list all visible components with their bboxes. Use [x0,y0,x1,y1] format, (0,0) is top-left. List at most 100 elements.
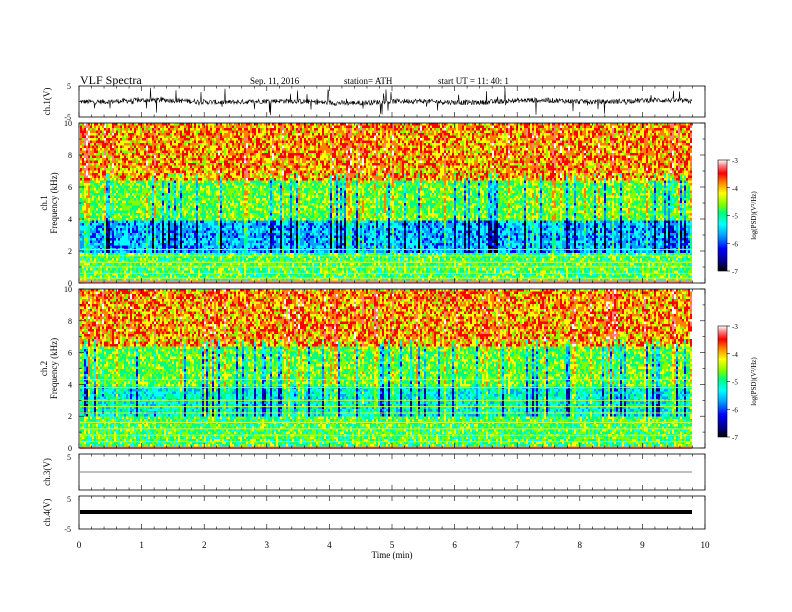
ch1-spectrogram-cell [178,171,180,174]
ch1-spectrogram-cell [90,143,92,146]
ch1-spectrogram-cell [122,201,124,204]
ch1-spectrogram-cell [128,218,130,221]
ch1-spectrogram-cell [180,251,182,254]
ch1-spectrogram-cell [120,218,122,221]
ch1-spectrogram-cell [102,271,104,274]
ch1-spectrogram-cell [108,178,110,181]
ch1-spectrogram-cell [134,151,136,154]
ch1-spectrogram-cell [154,188,156,191]
ch1-spectrogram-cell [90,171,92,174]
ch1-spectrogram-cell [180,276,182,279]
ch1-spectrogram-cell [112,161,114,164]
ch1-spectrogram-cell [130,206,132,209]
ch1-spectrogram-cell [94,258,96,261]
ch1-spectrogram-cell [148,251,150,254]
ch1-spectrogram-cell [100,178,102,181]
ch1-spectrogram-cell [128,236,130,239]
ch1-spectrogram-cell [154,241,156,244]
ch1-spectrogram-cell [174,193,176,196]
ch1-spectrogram-cell [94,166,96,169]
ch1-spectrogram-cell [104,136,106,139]
ch1-spectrogram-cell [186,208,188,211]
ch1-spectrogram-cell [86,276,88,279]
ch1-spectrogram-cell [114,183,116,186]
ch1-spectrogram-cell [92,268,94,271]
ch1-spectrogram-cell [184,128,186,131]
ch1-spectrogram-cell [106,223,108,226]
ch1-spectrogram-cell [164,168,166,171]
ch1-spectrogram-cell [88,211,90,214]
ch1-spectrogram-cell [118,156,120,159]
ch1-spectrogram-cell [112,228,114,231]
ch1-spectrogram-cell [120,208,122,211]
ch1-spectrogram-cell [132,271,134,274]
ch1-spectrogram-cell [118,263,120,266]
ch1-spectrogram-cell [92,171,94,174]
ch1-spectrogram-cell [124,226,126,229]
ch1-spectrogram-cell [114,268,116,271]
ch1-spectrogram-cell [144,163,146,166]
ch1-spectrogram-cell [124,198,126,201]
ch1-spectrogram-cell [156,211,158,214]
ch1-spectrogram-cell [130,268,132,271]
ch1-spectrogram-cell [90,243,92,246]
ch1-spectrogram-cell [112,138,114,141]
ch1-spectrogram-cell [136,188,138,191]
ch1-spectrogram-cell [146,173,148,176]
ch1-spectrogram-cell [118,136,120,139]
ch1-spectrogram-cell [144,206,146,209]
ch1-spectrogram-cell [160,276,162,279]
ch1-spectrogram-cell [132,221,134,224]
ch1-spectrogram-cell [98,206,100,209]
ch1-spectrogram-cell [148,168,150,171]
ch1-spectrogram-cell [82,193,84,196]
ch1-spectrogram-cell [124,246,126,249]
ch1-spectrogram-cell [102,193,104,196]
ch1-spectrogram-cell [152,223,154,226]
ch1-spectrogram-cell [114,231,116,234]
ch1-spectrogram-cell [128,206,130,209]
ch1-spectrogram-cell [154,178,156,181]
ch1-spectrogram-cell [184,236,186,239]
ch1-spectrogram-cell [92,173,94,176]
ch1-spectrogram-cell [112,268,114,271]
ch1-spectrogram-cell [172,233,174,236]
ch1-spectrogram-cell [182,126,184,129]
ch1-spectrogram-cell [94,223,96,226]
ch1-spectrogram-cell [86,148,88,151]
ch1-spectrogram-cell [96,186,98,189]
ch1-spectrogram-cell [116,253,118,256]
ch1-spectrogram-cell [82,138,84,141]
ch1-spectrogram-cell [140,198,142,201]
ch1-spectrogram-cell [154,221,156,224]
ch1-spectrogram-cell [114,246,116,249]
ch1-spectrogram-cell [188,186,190,189]
ch1-spectrogram-cell [122,251,124,254]
ch1-spectrogram-cell [120,191,122,194]
ch1-spectrogram-cell [174,176,176,179]
ch1-spectrogram-cell [160,163,162,166]
ch1-spectrogram-cell [126,183,128,186]
ch1-spectrogram-cell [102,161,104,164]
ch1-spectrogram-cell [116,168,118,171]
ch1-spectrogram-cell [114,171,116,174]
ch1-spectrogram-cell [184,176,186,179]
ch1-spectrogram-cell [144,158,146,161]
ch1-spectrogram-cell [116,193,118,196]
ch1-spectrogram-cell [182,211,184,214]
ch1-spectrogram-cell [188,213,190,216]
ch1-spectrogram-cell [164,173,166,176]
ch1-spectrogram-cell [86,218,88,221]
ch1-spectrogram-cell [158,161,160,164]
ch1-spectrogram-cell [120,263,122,266]
ch1-spectrogram-cell [186,156,188,159]
ch1-spectrogram-cell [104,198,106,201]
ch1-spectrogram-cell [118,131,120,134]
ch1-spectrogram-cell [80,231,82,234]
ch1-spectrogram-cell [130,196,132,199]
ch1-spectrogram-cell [176,188,178,191]
ch1-spectrogram-cell [136,251,138,254]
ch1-spectrogram-cell [160,258,162,261]
ch1-spectrogram-cell [82,258,84,261]
ch1-spectrogram-cell [134,246,136,249]
